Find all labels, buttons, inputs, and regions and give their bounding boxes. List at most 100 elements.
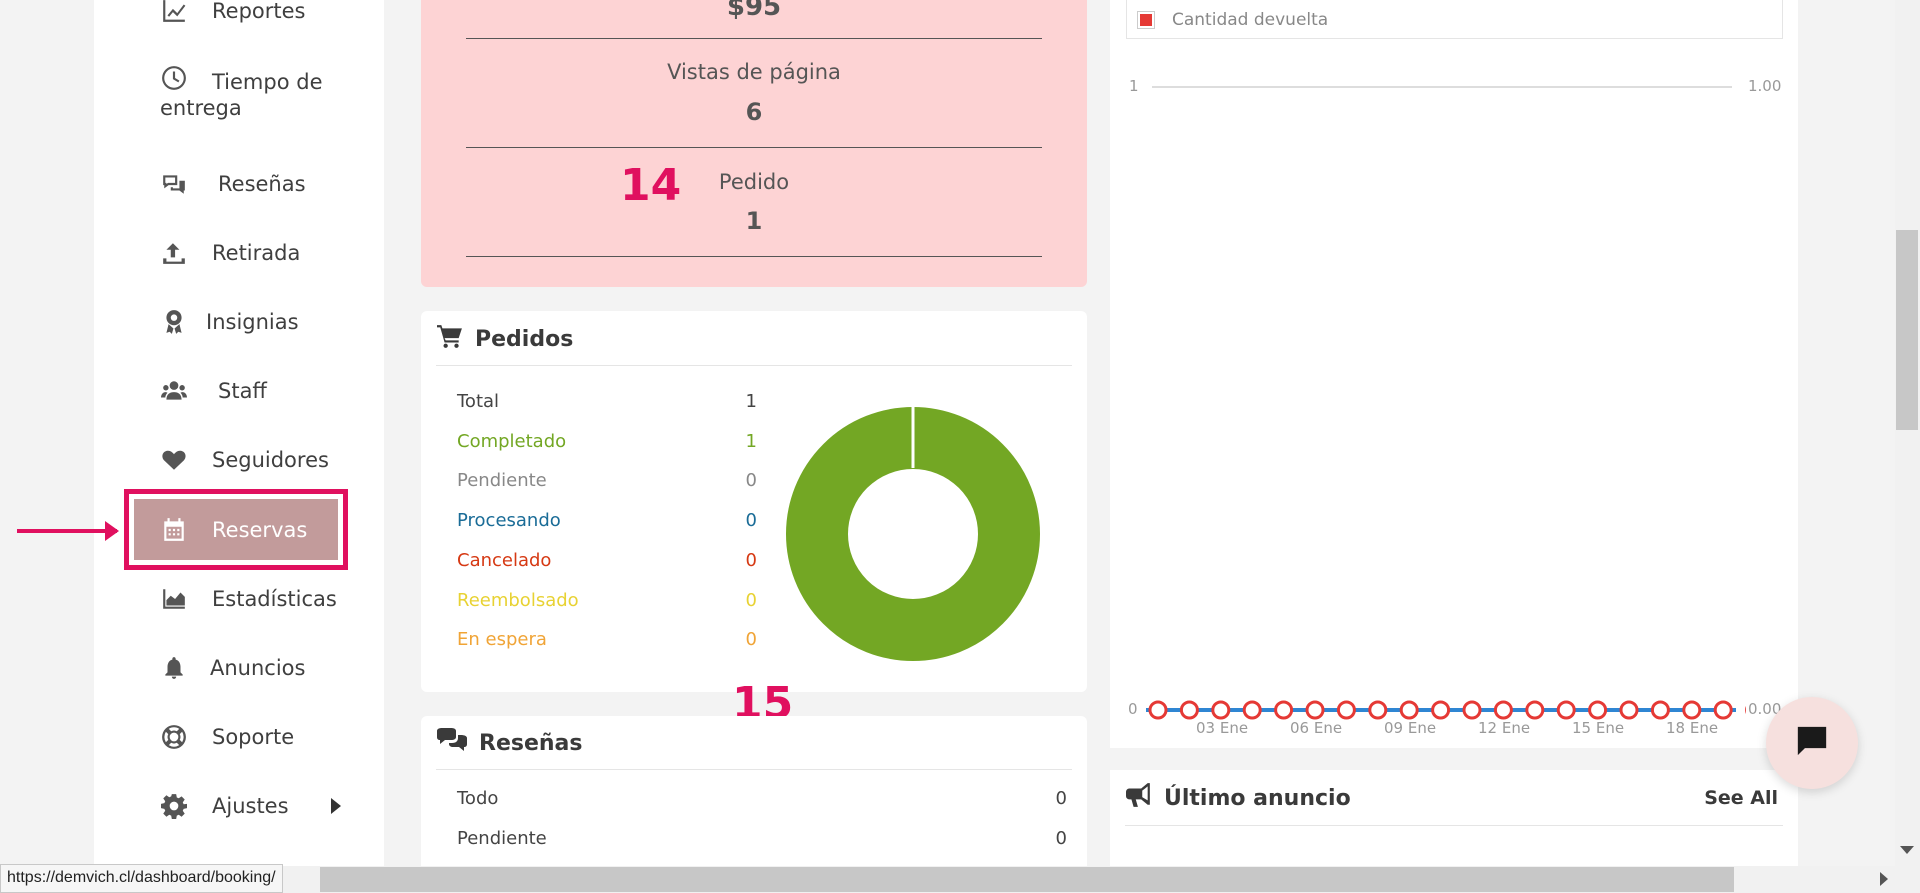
caret-right-icon: [330, 798, 341, 814]
x-axis-tick-label: 09 Ene: [1384, 719, 1437, 737]
series-point: [1399, 700, 1419, 720]
cart-icon: [437, 324, 463, 354]
orders-status-value: 1: [745, 391, 757, 412]
announcement-title: Último anuncio: [1164, 785, 1351, 811]
sidebar-item-resenas[interactable]: Reseñas: [160, 170, 306, 198]
orders-status-row: Completado 1: [457, 431, 757, 452]
orders-status-label: Cancelado: [457, 549, 552, 571]
heart-icon: [160, 446, 188, 474]
summary-amount: $95: [726, 0, 782, 22]
orders-status-value: 1: [745, 430, 757, 452]
scroll-right-icon[interactable]: [1880, 872, 1888, 886]
orders-status-value: 0: [745, 510, 757, 532]
orders-status-value: 0: [745, 470, 757, 492]
orders-status-value: 0: [745, 589, 757, 611]
divider: [466, 256, 1042, 257]
sidebar-item-anuncios[interactable]: Anuncios: [160, 654, 305, 682]
x-axis-tick-label: 12 Ene: [1478, 719, 1531, 737]
chart-line-icon: [160, 0, 188, 25]
orders-status-label: Completado: [457, 430, 567, 452]
sidebar-item-insignias[interactable]: Insignias: [160, 308, 299, 336]
orders-status-label: Total: [457, 391, 500, 412]
comments-icon: [160, 170, 188, 198]
sidebar-item-staff[interactable]: Staff: [160, 377, 267, 405]
series-point: [1242, 700, 1262, 720]
orders-status-value: 0: [745, 629, 757, 651]
see-all-link[interactable]: See All: [1704, 787, 1778, 809]
sidebar-item-estadisticas[interactable]: Estadísticas: [160, 585, 337, 613]
views-label: Vistas de página: [667, 60, 841, 84]
views-value: 6: [745, 98, 763, 126]
badge-icon: [160, 308, 188, 336]
clock-icon: [160, 64, 188, 92]
chat-icon: [1795, 725, 1829, 761]
returns-line-series: [1146, 700, 1746, 720]
scroll-down-icon[interactable]: [1900, 846, 1914, 854]
series-point: [1493, 700, 1513, 720]
series-point: [1713, 700, 1733, 720]
bell-icon: [160, 654, 188, 682]
area-chart-icon: [160, 585, 188, 613]
y-axis-left-top: 1: [1129, 77, 1139, 95]
series-point: [1556, 700, 1576, 720]
series-point: [1274, 700, 1294, 720]
y-axis-right-top: 1.00: [1748, 77, 1782, 95]
sidebar-item-ajustes[interactable]: Ajustes: [160, 792, 341, 820]
orders-status-row: En espera 0: [457, 629, 757, 650]
orders-status-value: 0: [745, 549, 757, 571]
series-point: [1179, 700, 1199, 720]
gridline-top: [1152, 86, 1732, 88]
x-axis-tick-label: 15 Ene: [1572, 719, 1625, 737]
sidebar: [94, 0, 384, 893]
series-point: [1211, 700, 1231, 720]
orders-status-label: Reembolsado: [457, 589, 579, 611]
sidebar-item-reportes[interactable]: Reportes: [160, 0, 305, 25]
x-axis-tick-label: 03 Ene: [1196, 719, 1249, 737]
vertical-scrollbar-thumb[interactable]: [1896, 230, 1918, 430]
orders-title: Pedidos: [475, 326, 574, 352]
sidebar-item-retirada[interactable]: Retirada: [160, 239, 300, 267]
legend-swatch: [1137, 11, 1155, 29]
vertical-scrollbar[interactable]: [1895, 0, 1920, 866]
chat-button[interactable]: [1766, 697, 1858, 789]
announcement-card: Último anuncio See All: [1110, 770, 1798, 880]
divider: [466, 147, 1042, 148]
series-point: [1619, 700, 1639, 720]
orders-status-label: En espera: [457, 629, 547, 651]
orders-status-row: Pendiente 0: [457, 470, 757, 491]
upload-icon: [160, 239, 188, 267]
divider: [1125, 825, 1783, 826]
divider: [466, 38, 1042, 39]
returns-chart-card: Cantidad devuelta 1 1.00 0 0.00 03 Ene 06…: [1110, 0, 1798, 748]
sidebar-item-seguidores[interactable]: Seguidores: [160, 446, 329, 474]
y-axis-left-bottom: 0: [1128, 700, 1138, 718]
sidebar-item-reservas[interactable]: Reservas: [160, 516, 307, 544]
divider: [436, 769, 1072, 770]
x-axis-tick-label: 18 Ene: [1666, 719, 1719, 737]
series-point: [1148, 700, 1168, 720]
chart-legend: [1126, 0, 1783, 39]
orders-status-label: Pendiente: [457, 470, 547, 492]
series-point: [1525, 700, 1545, 720]
orders-card: Pedidos Total 1 Completado 1 Pendiente 0 Proce…: [421, 311, 1087, 692]
reviews-card: Reseñas Todo 0 Pendiente 0: [421, 716, 1087, 876]
megaphone-icon: [1126, 783, 1152, 813]
list-item: Pendiente 0: [457, 828, 1067, 849]
gear-icon: [160, 792, 188, 820]
calendar-icon: [160, 516, 188, 544]
series-point: [1588, 700, 1608, 720]
series-point: [1462, 700, 1482, 720]
lifebuoy-icon: [160, 723, 188, 751]
orders-donut-chart: [786, 407, 1040, 661]
sidebar-item-soporte[interactable]: Soporte: [160, 723, 294, 751]
annotation-14: 14: [620, 160, 682, 211]
list-item: Todo 0: [457, 788, 1067, 809]
sidebar-item-tiempo-entrega[interactable]: Tiempo de entrega: [160, 62, 360, 120]
summary-card: $95 Vistas de página 6 Pedido 1: [421, 0, 1087, 287]
horizontal-scrollbar-thumb[interactable]: [320, 867, 1734, 892]
series-point: [1336, 700, 1356, 720]
comments-icon: [437, 728, 467, 758]
sidebar-highlight-box: [124, 489, 348, 570]
x-axis-tick-label: 06 Ene: [1290, 719, 1343, 737]
annotation-arrow: [17, 521, 119, 541]
